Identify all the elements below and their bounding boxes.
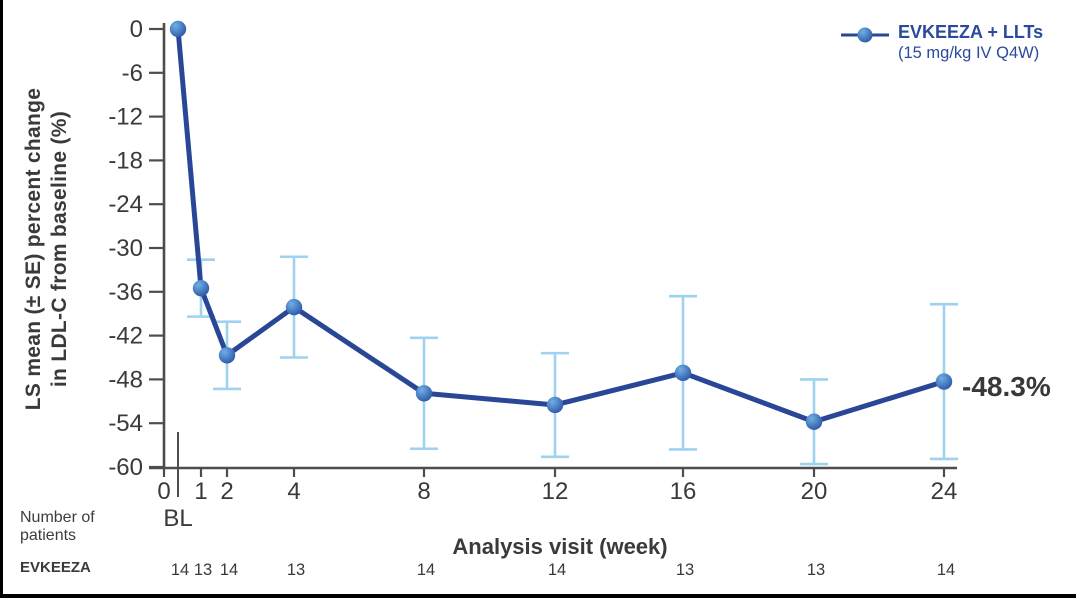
x-tick-label: 2 [220, 478, 233, 505]
y-tick-label: -60 [108, 454, 143, 481]
legend: EVKEEZA + LLTs (15 mg/kg IV Q4W) [840, 22, 1043, 64]
tick-labels: 0-6-12-18-24-30-36-42-48-54-600 1 2 4 8 12 16 2… [108, 16, 957, 532]
y-tick-label: -54 [108, 410, 143, 437]
patient-count-value: 14 [220, 561, 238, 579]
data-point-marker [218, 347, 236, 364]
patients-row-header-line1: Number of [20, 509, 95, 526]
y-axis-title-line1: LS mean (± SE) percent change [22, 87, 45, 411]
x-tick-label: 12 [542, 478, 569, 505]
patients-row-header: Number of patients [20, 509, 95, 545]
x-tick-label: 16 [670, 478, 697, 505]
y-tick-label: -48 [108, 366, 143, 393]
data-point-marker [415, 385, 433, 402]
y-tick-label: -42 [108, 323, 143, 350]
y-tick-label: -18 [108, 147, 143, 174]
legend-line-marker-icon [841, 27, 889, 43]
y-tick-label: 0 [130, 16, 143, 43]
x-tick-label: 20 [801, 478, 828, 505]
data-line [175, 26, 947, 425]
patient-count-value: 14 [937, 561, 955, 579]
patient-count-value: 13 [676, 561, 694, 579]
data-point-marker [805, 413, 823, 430]
x-axis-title: Analysis visit (week) [452, 534, 668, 559]
y-axis-title: LS mean (± SE) percent change in LDL-C f… [21, 19, 75, 479]
patient-count-value: 14 [417, 561, 435, 579]
final-value-annotation: -48.3% [962, 371, 1051, 402]
legend-series-sublabel: (15 mg/kg IV Q4W) [898, 44, 1040, 62]
y-tick-label: -24 [108, 191, 143, 218]
patient-count-value: 14 [548, 561, 566, 579]
error-bars [187, 255, 958, 466]
data-point-marker [546, 396, 564, 414]
data-point-marker [285, 298, 303, 316]
data-point-marker [935, 373, 953, 390]
left-frame-line [0, 0, 3, 598]
bottom-frame-line [0, 594, 1076, 598]
patient-count-value: 13 [194, 561, 212, 579]
patient-count-value: 13 [807, 561, 825, 579]
y-axis-title-line2: in LDL-C from baseline (%) [48, 110, 71, 388]
y-tick-label: -12 [108, 104, 143, 131]
y-tick-label: -36 [108, 279, 143, 306]
x-tick-label: 8 [417, 478, 430, 505]
x-tick-label: 4 [287, 478, 300, 505]
x-tick-baseline-sublabel: BL [163, 505, 192, 532]
patients-series-name: EVKEEZA [20, 559, 91, 576]
patient-count-value: 13 [287, 561, 305, 579]
patient-count-values: 14 13 14 13 14 14 13 13 14 [171, 561, 955, 579]
axes [149, 23, 957, 497]
x-tick-label: 1 [194, 478, 207, 505]
x-tick-label: 24 [931, 478, 958, 505]
data-point-marker [192, 279, 210, 297]
y-tick-label: -30 [108, 235, 143, 262]
data-point-marker [674, 364, 692, 382]
data-point-marker [169, 20, 187, 38]
patients-row-header-line2: patients [20, 527, 77, 544]
data-point-markers [169, 20, 953, 430]
patient-count-value: 14 [171, 561, 189, 579]
y-tick-label: -6 [122, 60, 143, 87]
x-tick-label: 0 [157, 478, 170, 505]
legend-series-label: EVKEEZA + LLTs [898, 22, 1044, 42]
